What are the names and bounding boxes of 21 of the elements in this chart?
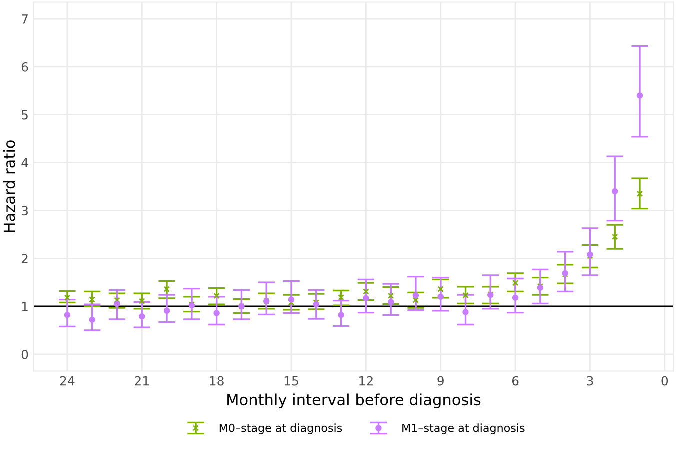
y-axis-title: Hazard ratio — [3, 140, 16, 232]
legend-label: M0–stage at diagnosis — [220, 424, 342, 434]
x-tick-label: 9 — [438, 376, 444, 386]
y-tick-label: 0 — [22, 350, 28, 360]
x-tick-label: 3 — [587, 376, 594, 386]
x-tick-label: 15 — [284, 376, 298, 386]
y-tick-label: 2 — [22, 254, 28, 264]
x-tick-label: 21 — [135, 376, 149, 386]
y-tick-label: 6 — [22, 62, 28, 72]
y-tick-label: 3 — [22, 206, 28, 216]
y-tick-label: 7 — [22, 14, 28, 24]
y-tick-label: 1 — [22, 302, 28, 312]
y-tick-label: 4 — [22, 158, 28, 168]
x-axis-title: Monthly interval before diagnosis — [228, 394, 481, 409]
x-tick-label: 18 — [210, 376, 224, 386]
x-tick-label: 12 — [360, 376, 373, 386]
x-tick-label: 0 — [662, 376, 668, 386]
x-tick-label: 24 — [60, 376, 75, 386]
x-tick-label: 6 — [512, 376, 519, 386]
legend-label: M1–stage at diagnosis — [402, 424, 525, 434]
y-tick-label: 5 — [22, 110, 28, 120]
